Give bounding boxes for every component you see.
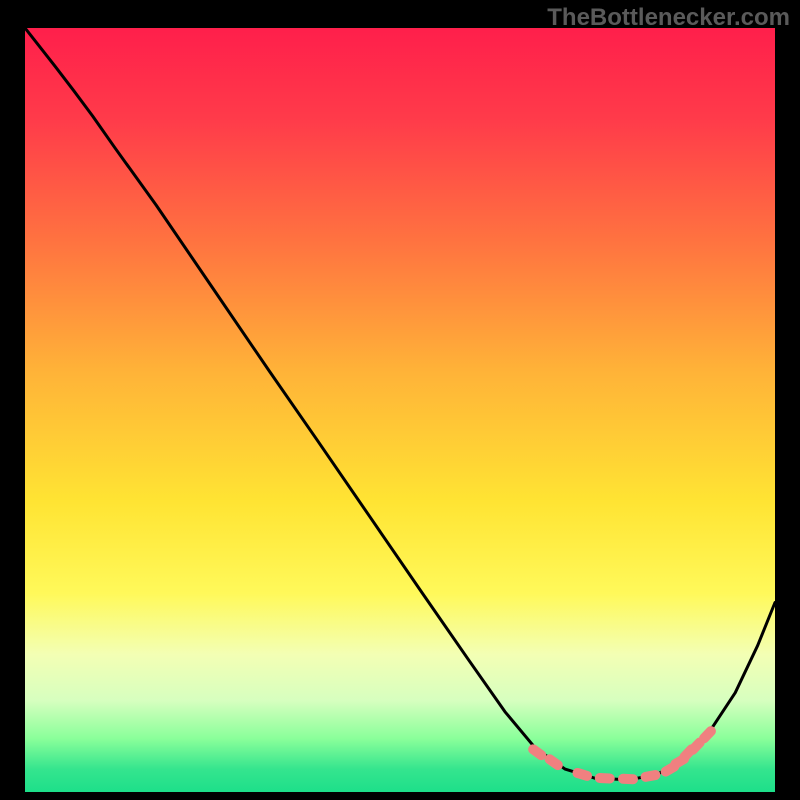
plot-area — [25, 28, 775, 792]
chart-container: TheBottlenecker.com — [0, 0, 800, 800]
watermark-text: TheBottlenecker.com — [547, 4, 790, 32]
plot-background-gradient — [25, 28, 775, 792]
